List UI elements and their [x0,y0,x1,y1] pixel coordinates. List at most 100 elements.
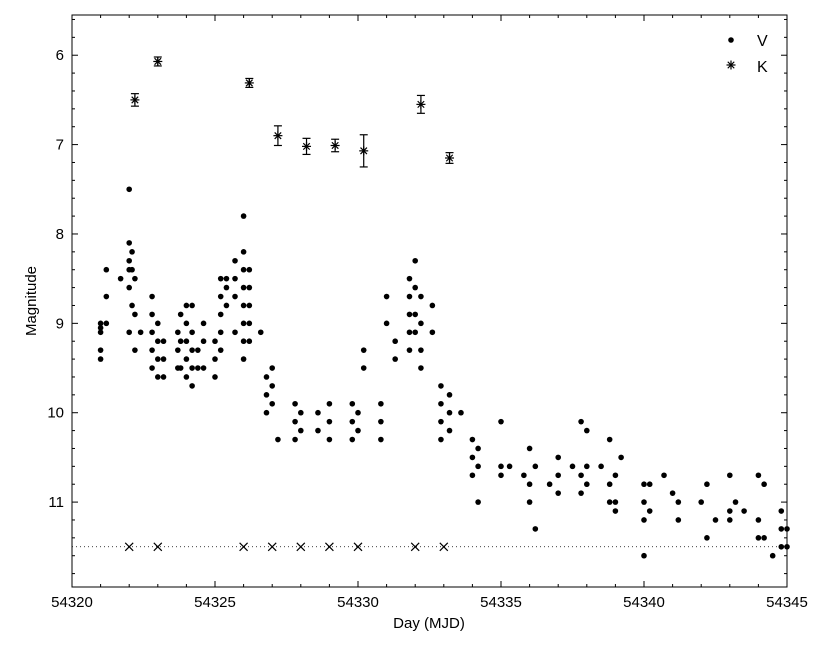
v-point [240,266,247,273]
v-point [217,347,224,353]
v-point [406,347,413,353]
k-point [359,134,369,168]
k-point [330,138,340,153]
v-point [412,284,419,291]
v-point [378,436,384,443]
v-point [646,481,653,488]
v-point [269,383,276,389]
v-point [761,481,767,488]
v-point [755,517,762,523]
v-point [315,427,321,434]
v-point [778,543,785,550]
v-point [183,374,190,380]
k-point [445,152,455,164]
v-point [129,249,135,255]
v-point [378,418,384,425]
v-point [97,356,104,362]
v-point [704,481,710,488]
k-marker [445,153,455,163]
v-point [526,481,533,488]
k-point [273,125,283,147]
v-point [240,302,247,309]
v-point [349,418,356,425]
axis-ticks: 54320 54325 54330 54335 54340 54345 6 7 8 9 10 11 [47,15,808,611]
cross-marker-b [439,542,449,552]
x-tick-label: 54340 [623,594,665,611]
k-marker-d2 [360,147,368,155]
v-point [132,275,138,282]
cross-marker-b [124,542,134,552]
v-point [129,302,135,309]
v-point [217,275,224,282]
v-point [269,400,276,407]
k-marker-d2 [417,100,425,109]
cross-marker-b [267,542,277,552]
y-tick-label: 6 [56,47,64,64]
v-point [292,418,298,425]
v-point [469,472,476,479]
v-point [727,472,733,479]
v-point [149,329,155,336]
v-point [698,499,704,505]
v-point [189,383,195,389]
v-point [555,490,561,496]
v-point [212,356,218,362]
legend: V K [726,33,768,76]
cross-marker-b [239,542,249,552]
v-point [212,374,218,380]
k-marker [416,99,426,109]
v-point [149,347,155,353]
v-point [129,266,135,273]
y-tick-label: 10 [47,405,64,422]
v-point [212,338,218,345]
v-point [183,338,190,345]
v-point [392,338,398,345]
v-point [195,347,201,353]
k-marker [302,141,312,151]
v-point [246,284,253,291]
v-point [263,374,270,380]
v-point [383,293,390,300]
v-point [526,499,533,505]
v-point [761,535,767,541]
v-point [160,374,167,380]
v-point [103,266,110,273]
v-point [532,526,539,532]
v-point [769,552,776,559]
v-point [232,293,238,300]
v-point [784,543,790,550]
legend-k-label: K [757,59,768,76]
chart-marks [72,56,790,559]
v-point [755,472,762,479]
k-marker [330,140,340,150]
v-point [406,275,413,282]
v-point [727,508,733,514]
v-point [784,526,790,532]
v-point [103,293,110,300]
v-point [418,347,424,353]
v-point [578,490,584,496]
k-marker-d2 [331,141,339,150]
k-marker-d2 [274,131,282,140]
k-point [130,93,140,107]
v-point [155,338,161,345]
v-point [189,347,195,353]
v-point [618,454,624,461]
v-point [469,436,476,443]
k-marker-d2 [154,57,162,66]
v-point [349,436,356,443]
v-point [661,472,667,479]
v-point [149,365,155,371]
v-point [418,365,424,371]
v-point [360,365,367,371]
v-point [315,409,321,416]
v-point [498,463,504,470]
v-point [378,400,384,407]
v-point [240,356,247,362]
v-point [641,552,647,559]
v-point [246,266,253,273]
legend-v-label: V [757,33,768,50]
k-marker-d2 [445,154,454,162]
y-tick-label: 9 [56,315,64,332]
v-point [155,320,161,327]
